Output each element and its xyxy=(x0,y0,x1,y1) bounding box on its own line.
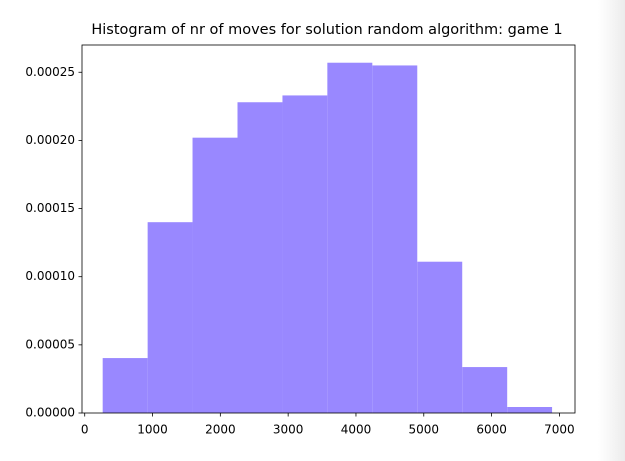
chart-title: Histogram of nr of moves for solution ra… xyxy=(91,22,562,38)
bar xyxy=(147,222,193,413)
axes-frame xyxy=(81,44,576,414)
y-tick-label: 0.00005 xyxy=(25,337,75,351)
y-tick-label: 0.00025 xyxy=(25,65,75,79)
bar xyxy=(192,137,238,413)
x-tick-label: 5000 xyxy=(409,423,440,437)
side-shadow xyxy=(598,0,625,461)
bar xyxy=(507,407,553,413)
x-tick-label: 1000 xyxy=(137,423,168,437)
x-tick-label: 6000 xyxy=(476,423,507,437)
bar xyxy=(237,102,283,413)
x-tick-label: 4000 xyxy=(341,423,372,437)
y-tick-label: 0.00000 xyxy=(25,406,75,420)
x-tick-label: 0 xyxy=(81,423,89,437)
x-tick-label: 7000 xyxy=(544,423,575,437)
bar xyxy=(372,65,418,413)
bar xyxy=(462,367,508,413)
y-tick-label: 0.00020 xyxy=(25,133,75,147)
x-tick-label: 3000 xyxy=(273,423,304,437)
bar xyxy=(102,358,148,413)
x-tick-label: 2000 xyxy=(205,423,236,437)
bar xyxy=(417,261,463,413)
y-tick-label: 0.00015 xyxy=(25,201,75,215)
bar xyxy=(327,62,373,414)
bar xyxy=(282,95,328,413)
y-tick-label: 0.00010 xyxy=(25,269,75,283)
